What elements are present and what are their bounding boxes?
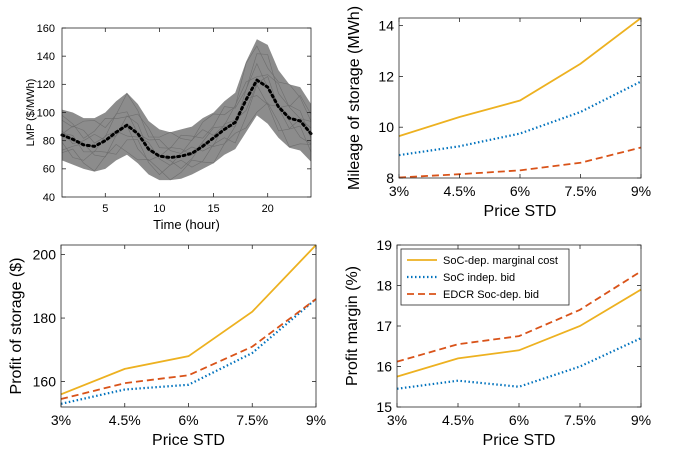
- axes-box: [60, 244, 317, 408]
- series-line-indep: [60, 298, 317, 405]
- x-tick-label: 6%: [510, 183, 530, 199]
- series-line-edcr: [60, 298, 317, 400]
- y-tick-label: 180: [33, 310, 57, 326]
- y-tick-label: 60: [43, 164, 55, 176]
- y-tick-label: 40: [43, 192, 55, 204]
- x-tick-label: 6%: [509, 412, 529, 428]
- panel-mileage: 8 10 12 14 3% 4.5% 6% 7.5% 9% Price STD Mileage of…: [346, 6, 651, 220]
- legend: SoC-dep. marginal cost SoC indep. bid EDCR…: [400, 248, 570, 306]
- scenario-trace: [61, 102, 312, 181]
- y-axis-label: LMP ($/MWh): [25, 79, 37, 147]
- y-tick-label: 160: [33, 373, 57, 389]
- y-tick-label: 15: [376, 399, 392, 415]
- x-tick-label: 4.5%: [444, 183, 476, 199]
- x-tick-label: 3%: [387, 412, 407, 428]
- axes-box: [398, 17, 642, 179]
- series-line-cost: [60, 244, 317, 396]
- x-tick-label: 7.5%: [565, 183, 597, 199]
- series-line-cost: [396, 288, 642, 378]
- x-axis-label: Price STD: [483, 432, 556, 449]
- y-tick-label: 140: [37, 51, 55, 63]
- legend-label-indep: SoC indep. bid: [443, 272, 515, 284]
- scenario-band: [62, 39, 311, 181]
- x-tick-label: 9%: [631, 412, 651, 428]
- x-axis-label: Price STD: [484, 203, 557, 220]
- panel-lmp: 40 60 80 100 120 140 160 5 10 15 20 Time (hour) LMP …: [25, 23, 313, 232]
- y-tick-label: 12: [378, 68, 394, 84]
- x-tick-label: 9%: [631, 183, 651, 199]
- panel-margin: 15 16 17 18 19 3% 4.5% 6% 7.5% 9% Price STD Profit …: [344, 237, 651, 449]
- y-tick-label: 200: [33, 246, 57, 262]
- x-tick-label: 7.5%: [236, 412, 268, 428]
- series-line-edcr: [398, 146, 642, 179]
- x-tick-label: 4.5%: [109, 412, 141, 428]
- x-tick-label: 6%: [178, 412, 198, 428]
- legend-label-cost: SoC-dep. marginal cost: [443, 255, 558, 267]
- scenario-trace: [61, 53, 312, 149]
- y-tick-label: 120: [37, 79, 55, 91]
- x-tick-label: 5: [102, 203, 108, 215]
- series-line-indep: [398, 80, 642, 157]
- y-tick-label: 10: [378, 119, 394, 135]
- x-tick-label: 10: [153, 203, 165, 215]
- panel-profit: 160 180 200 3% 4.5% 6% 7.5% 9% Price STD Profit o…: [8, 244, 326, 449]
- y-tick-label: 17: [376, 318, 392, 334]
- y-tick-label: 8: [386, 170, 394, 186]
- scenario-trace: [61, 76, 312, 166]
- x-tick-label: 7.5%: [564, 412, 596, 428]
- series-line-cost: [398, 17, 642, 137]
- series-line-edcr: [396, 270, 642, 363]
- y-tick-label: 160: [37, 23, 55, 35]
- y-tick-label: 80: [43, 136, 55, 148]
- scenario-trace: [61, 74, 312, 154]
- x-tick-label: 4.5%: [442, 412, 474, 428]
- y-tick-label: 19: [376, 237, 392, 253]
- x-axis-label: Price STD: [152, 432, 225, 449]
- y-axis-label: Profit margin (%): [344, 266, 361, 386]
- y-axis-label: Mileage of storage (MWh): [346, 6, 363, 190]
- x-tick-label: 15: [207, 203, 219, 215]
- series-line-indep: [396, 337, 642, 390]
- x-tick-label: 3%: [51, 412, 71, 428]
- x-tick-label: 3%: [389, 183, 409, 199]
- x-tick-label: 9%: [306, 412, 326, 428]
- x-axis-label: Time (hour): [153, 217, 220, 232]
- y-tick-label: 18: [376, 277, 392, 293]
- legend-box: [400, 248, 570, 306]
- x-tick-label: 20: [262, 203, 274, 215]
- legend-label-edcr: EDCR Soc-dep. bid: [443, 289, 539, 301]
- y-axis-label: Profit of storage ($): [8, 258, 25, 395]
- y-tick-label: 14: [378, 18, 394, 34]
- scenario-trace: [61, 45, 312, 141]
- scenario-trace: [61, 95, 312, 169]
- y-tick-label: 16: [376, 358, 392, 374]
- mean-lmp-line: [60, 77, 313, 160]
- y-tick-label: 100: [37, 107, 55, 119]
